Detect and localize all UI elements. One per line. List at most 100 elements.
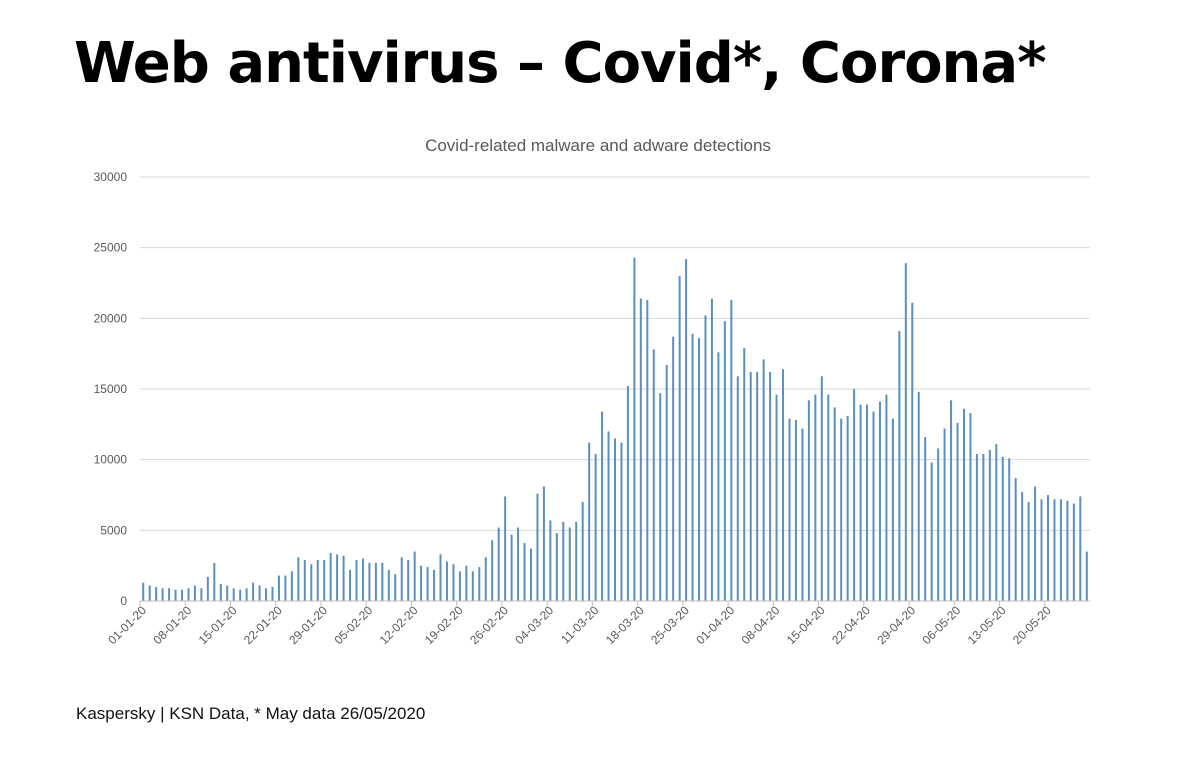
- bar: [569, 528, 571, 601]
- bar: [575, 522, 577, 601]
- bar: [937, 448, 939, 601]
- x-tick-label: 05-02-20: [331, 603, 375, 647]
- bar: [672, 337, 674, 601]
- bar: [491, 540, 493, 601]
- bar: [1002, 457, 1004, 601]
- bar: [381, 563, 383, 601]
- x-tick-label: 22-01-20: [241, 603, 285, 647]
- bar: [478, 567, 480, 601]
- footer-source-note: Kaspersky | KSN Data, * May data 26/05/2…: [76, 704, 425, 724]
- bar: [614, 438, 616, 601]
- bar: [291, 571, 293, 601]
- x-tick-label: 18-03-20: [603, 603, 647, 647]
- bar: [427, 567, 429, 601]
- bar: [1086, 552, 1088, 601]
- bar: [485, 557, 487, 601]
- bar: [233, 588, 235, 601]
- bar: [1079, 496, 1081, 601]
- bar: [375, 563, 377, 601]
- bar: [873, 412, 875, 601]
- bar: [976, 454, 978, 601]
- chart-title: Covid-related malware and adware detecti…: [425, 136, 771, 155]
- bar: [950, 400, 952, 601]
- bar: [181, 590, 183, 601]
- bar: [788, 419, 790, 601]
- bar: [549, 520, 551, 601]
- bar: [1047, 495, 1049, 601]
- bar: [743, 348, 745, 601]
- bar: [879, 402, 881, 601]
- bar: [601, 412, 603, 601]
- bar: [1060, 499, 1062, 601]
- bar: [517, 528, 519, 601]
- bar: [452, 564, 454, 601]
- bar: [388, 570, 390, 601]
- bar: [646, 300, 648, 601]
- bar: [1028, 502, 1030, 601]
- x-tick-label: 29-04-20: [874, 603, 918, 647]
- bar: [330, 553, 332, 601]
- y-tick-label: 30000: [94, 170, 128, 184]
- bar: [885, 395, 887, 601]
- bar: [911, 303, 913, 601]
- bar: [504, 496, 506, 601]
- bar: [187, 588, 189, 601]
- y-tick-label: 0: [120, 594, 127, 608]
- y-tick-label: 10000: [94, 453, 128, 467]
- x-tick-label: 11-03-20: [558, 603, 601, 646]
- bar: [963, 409, 965, 601]
- x-tick-label: 29-01-20: [286, 603, 330, 647]
- bar: [1021, 492, 1023, 601]
- bar: [724, 321, 726, 601]
- bar: [769, 372, 771, 601]
- bar: [278, 576, 280, 601]
- x-tick-label: 15-04-20: [784, 603, 828, 647]
- bar: [717, 352, 719, 601]
- bar: [653, 349, 655, 601]
- bar: [362, 559, 364, 601]
- bar: [627, 386, 629, 601]
- bar: [226, 585, 228, 601]
- y-axis-ticks: 0 5000 10000 15000 20000 25000 30000: [94, 170, 128, 608]
- x-tick-label: 06-05-20: [920, 603, 964, 647]
- bar: [782, 369, 784, 601]
- bar: [776, 395, 778, 601]
- bar: [259, 585, 261, 601]
- bar: [433, 570, 435, 601]
- bar: [737, 376, 739, 601]
- bar: [588, 443, 590, 601]
- bar: [310, 564, 312, 601]
- bar: [142, 583, 144, 601]
- bar: [465, 566, 467, 601]
- bar: [989, 450, 991, 601]
- bar: [304, 560, 306, 601]
- bar: [905, 263, 907, 601]
- bar: [633, 258, 635, 601]
- x-tick-label: 25-03-20: [648, 603, 692, 647]
- bar: [853, 389, 855, 601]
- y-tick-label: 25000: [94, 241, 128, 255]
- bar: [1015, 478, 1017, 601]
- x-tick-label: 19-02-20: [422, 603, 466, 647]
- bar: [640, 299, 642, 601]
- bar: [356, 560, 358, 601]
- bar: [394, 574, 396, 601]
- bar: [957, 423, 959, 601]
- bar: [194, 585, 196, 601]
- bar: [284, 576, 286, 601]
- bar: [349, 570, 351, 601]
- bar: [401, 557, 403, 601]
- bar: [407, 560, 409, 601]
- bar: [931, 462, 933, 601]
- x-axis-ticks: 01-01-20 08-01-20 15-01-20 22-01-20 29-01-20…: [105, 601, 1054, 647]
- x-tick-label: 01-04-20: [693, 603, 737, 647]
- x-tick-label: 04-03-20: [512, 603, 556, 647]
- bar: [239, 590, 241, 601]
- x-tick-label: 20-05-20: [1010, 603, 1054, 647]
- bar: [162, 588, 164, 601]
- bar: [414, 552, 416, 601]
- bar: [860, 405, 862, 601]
- bar: [1034, 487, 1036, 601]
- bar: [866, 405, 868, 601]
- bar: [207, 577, 209, 601]
